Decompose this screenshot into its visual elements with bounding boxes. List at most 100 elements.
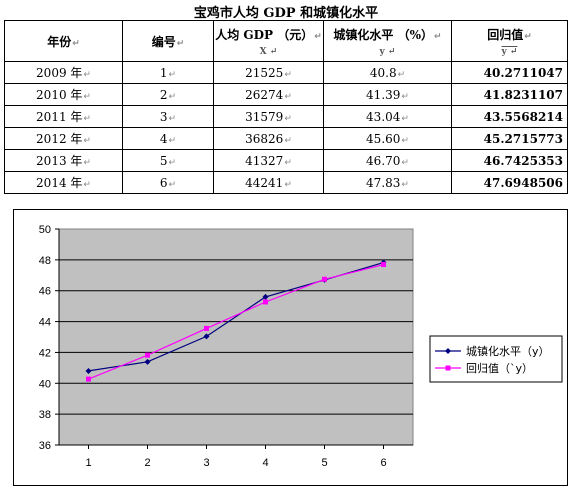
data-point-diamond xyxy=(144,358,151,365)
index-cell: 4↵ xyxy=(122,127,214,150)
year-cell: 2009 年↵ xyxy=(4,61,123,84)
return-mark-icon: ↵ xyxy=(83,70,91,80)
y-tick-label: 48 xyxy=(39,255,51,267)
data-point-diamond xyxy=(85,367,92,374)
return-mark-icon: ↵ xyxy=(284,69,292,80)
header-symbol: y ↵ xyxy=(501,46,518,57)
index-cell: 1↵ xyxy=(122,61,214,84)
table-header-cell: 编号↵ xyxy=(122,20,214,62)
year-cell: 2012 年↵ xyxy=(4,127,123,150)
year-cell: 2014 年↵ xyxy=(4,171,123,194)
legend-marker-square xyxy=(445,365,451,371)
urban-cell: 46.70↵ xyxy=(323,149,452,172)
fitted-cell: 45.2715773 xyxy=(451,127,568,150)
return-mark-icon: ↵ xyxy=(83,114,91,124)
year-cell: 2010 年↵ xyxy=(4,83,123,106)
y-tick-label: 38 xyxy=(39,409,51,421)
return-mark-icon: ↵ xyxy=(401,91,409,102)
y-tick-label: 36 xyxy=(39,440,51,452)
x-tick-label: 6 xyxy=(380,457,386,469)
data-point-square xyxy=(322,276,327,282)
table-row: 2011 年↵ 3↵ 31579↵ 43.04↵ 43.5568214 xyxy=(4,105,568,128)
data-table: 年份↵ 编号↵ 人均 GDP （元）↵ X ↵ 城镇化水平 （%）↵ y ↵ 回归值↵ y ↵… xyxy=(4,20,568,194)
table-row: 2010 年↵ 2↵ 26274↵ 41.39↵ 41.8231107 xyxy=(4,83,568,106)
urban-cell: 43.04↵ xyxy=(323,105,452,128)
year-cell: 2013 年↵ xyxy=(4,149,123,172)
fitted-cell: 43.5568214 xyxy=(451,105,568,128)
fitted-cell: 40.2711047 xyxy=(451,61,568,84)
fitted-cell: 47.6948506 xyxy=(451,171,568,194)
table-header-cell: 城镇化水平 （%）↵ y ↵ xyxy=(323,20,452,62)
return-mark-icon: ↵ xyxy=(434,31,442,42)
header-symbol: y ↵ xyxy=(379,46,396,57)
return-mark-icon: ↵ xyxy=(83,158,91,168)
return-mark-icon: ↵ xyxy=(401,157,409,168)
table-header-cell: 回归值↵ y ↵ xyxy=(451,20,568,62)
y-tick-label: 40 xyxy=(39,378,51,390)
return-mark-icon: ↵ xyxy=(284,157,292,168)
x-tick-label: 1 xyxy=(85,457,91,469)
data-point-square xyxy=(86,376,91,382)
fitted-cell: 41.8231107 xyxy=(451,83,568,106)
table-row: 2012 年↵ 4↵ 36826↵ 45.60↵ 45.2715773 xyxy=(4,127,568,150)
table-header-row: 年份↵ 编号↵ 人均 GDP （元）↵ X ↵ 城镇化水平 （%）↵ y ↵ 回归值↵ y ↵ xyxy=(4,20,568,62)
return-mark-icon: ↵ xyxy=(284,135,292,146)
plot-area xyxy=(58,228,414,446)
data-point-square xyxy=(204,325,209,331)
page-title: 宝鸡市人均 GDP 和城镇化水平 xyxy=(193,6,379,21)
gdp-cell: 44241↵ xyxy=(213,171,324,194)
legend-marker-diamond xyxy=(445,348,451,354)
y-tick-label: 46 xyxy=(39,286,51,298)
legend-box xyxy=(429,335,563,383)
index-cell: 5↵ xyxy=(122,149,214,172)
return-mark-icon: ↵ xyxy=(83,180,91,190)
x-tick-label: 2 xyxy=(144,457,150,469)
table-header-cell: 年份↵ xyxy=(4,20,123,62)
return-mark-icon: ↵ xyxy=(401,135,409,146)
y-tick-label: 44 xyxy=(39,317,51,329)
gdp-cell: 21525↵ xyxy=(213,61,324,84)
return-mark-icon: ↵ xyxy=(284,179,292,190)
table-row: 2013 年↵ 5↵ 41327↵ 46.70↵ 46.7425353 xyxy=(4,149,568,172)
data-point-diamond xyxy=(262,293,269,300)
urban-cell: 41.39↵ xyxy=(323,83,452,106)
return-mark-icon: ↵ xyxy=(168,69,177,80)
return-mark-icon: ↵ xyxy=(168,157,177,168)
gdp-cell: 41327↵ xyxy=(213,149,324,172)
return-mark-icon: ↵ xyxy=(524,31,532,42)
return-mark-icon: ↵ xyxy=(168,91,177,102)
x-tick-label: 4 xyxy=(262,457,268,469)
table-header-cell: 人均 GDP （元）↵ X ↵ xyxy=(213,20,324,62)
return-mark-icon: ↵ xyxy=(83,92,91,102)
legend-label: 城镇化水平（y） xyxy=(466,344,550,358)
gdp-cell: 26274↵ xyxy=(213,83,324,106)
return-mark-icon: ↵ xyxy=(168,179,177,190)
return-mark-icon: ↵ xyxy=(401,113,409,124)
index-cell: 2↵ xyxy=(122,83,214,106)
return-mark-icon: ↵ xyxy=(168,135,177,146)
x-tick-label: 5 xyxy=(321,457,327,469)
data-point-square xyxy=(263,299,268,305)
return-mark-icon: ↵ xyxy=(284,113,292,124)
return-mark-icon: ↵ xyxy=(83,136,91,146)
return-mark-icon: ↵ xyxy=(168,113,177,124)
index-cell: 3↵ xyxy=(122,105,214,128)
gdp-cell: 36826↵ xyxy=(213,127,324,150)
index-cell: 6↵ xyxy=(122,171,214,194)
legend-label: 回归值（`y） xyxy=(466,361,533,375)
return-mark-icon: ↵ xyxy=(397,69,406,80)
return-mark-icon: ↵ xyxy=(72,38,80,49)
return-mark-icon: ↵ xyxy=(314,31,322,42)
table-row: 2014 年↵ 6↵ 44241↵ 47.83↵ 47.6948506 xyxy=(4,171,568,194)
y-tick-label: 50 xyxy=(39,224,51,236)
urban-cell: 40.8↵ xyxy=(323,61,452,84)
chart-area: 36 38 40 42 44 46 48 50 1 2 3 4 5 6 城镇化水平（y） 回归值（`y） xyxy=(13,209,568,486)
return-mark-icon: ↵ xyxy=(284,91,292,102)
y-tick-label: 42 xyxy=(39,347,51,359)
data-point-square xyxy=(145,352,150,358)
x-tick-label: 3 xyxy=(203,457,209,469)
fitted-cell: 46.7425353 xyxy=(451,149,568,172)
gdp-cell: 31579↵ xyxy=(213,105,324,128)
header-symbol: X ↵ xyxy=(259,46,278,57)
return-mark-icon: ↵ xyxy=(401,179,409,190)
